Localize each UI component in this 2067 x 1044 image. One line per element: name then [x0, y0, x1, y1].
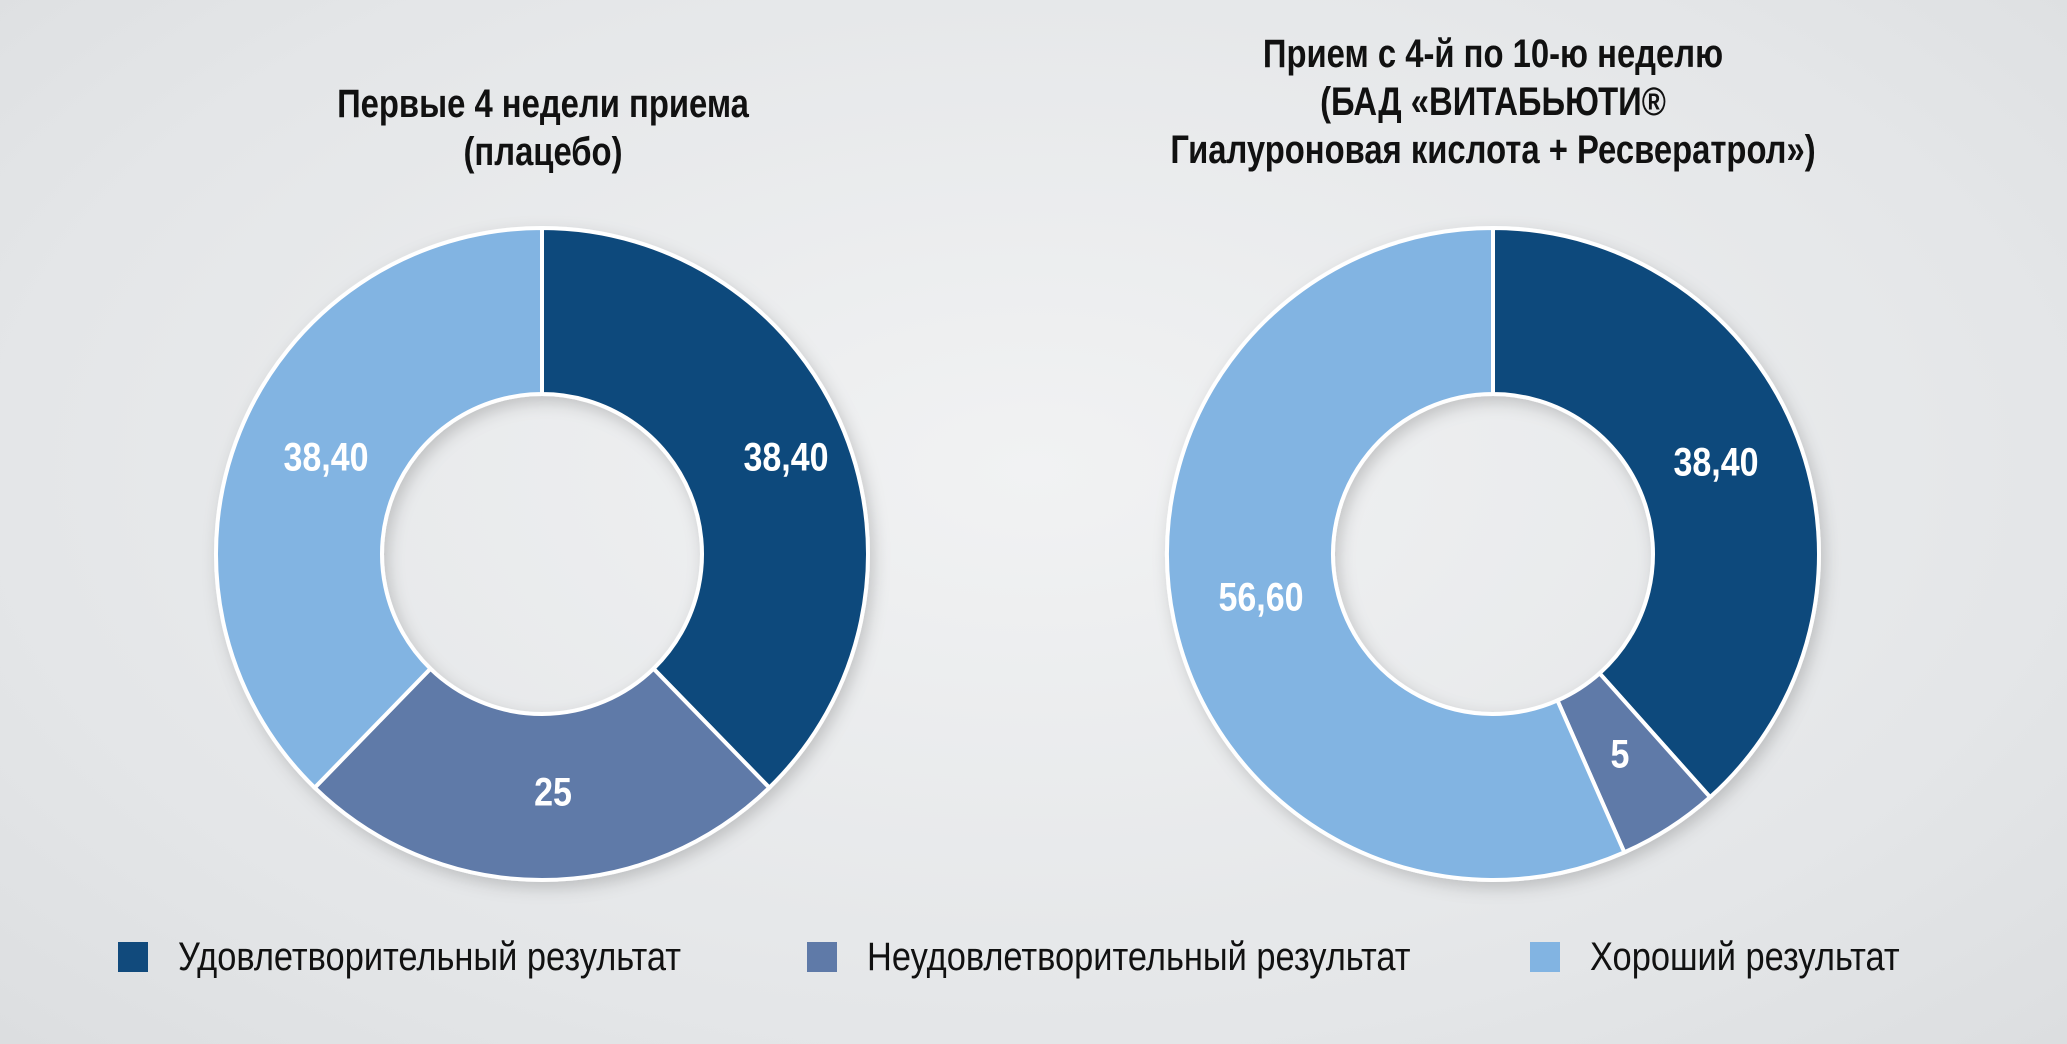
donut-chart-left	[214, 225, 870, 882]
donut-left-label-unsatisfactory: 25	[534, 769, 572, 814]
legend-item-good: Хороший результат	[1530, 932, 1950, 982]
legend: Удовлетворительный результат Неудовлетво…	[0, 932, 2067, 982]
legend-label: Неудовлетворительный результат	[867, 934, 1411, 979]
legend-item-unsatisfactory: Неудовлетворительный результат	[807, 932, 1499, 982]
legend-swatch	[807, 942, 837, 972]
chart-title-left: Первые 4 недели приема (плацебо)	[297, 80, 789, 176]
chart-title-right-line: (БАД «ВИТАБЬЮТИ®	[1320, 80, 1666, 124]
donut-left-label-good: 38,40	[283, 434, 368, 479]
donut-left-slice-satisfactory	[540, 225, 870, 791]
chart-title-right-line: Гиалуроновая кислота + Ресвератрол»)	[1170, 128, 1816, 172]
legend-label: Удовлетворительный результат	[178, 934, 682, 979]
donut-right-label-good: 56,60	[1218, 574, 1303, 619]
donut-right-label-unsatisfactory: 5	[1611, 731, 1630, 776]
legend-swatch	[118, 942, 148, 972]
donut-left-slice-good	[214, 225, 544, 791]
donut-labels-right: 38,40 5 56,60	[1218, 439, 1758, 776]
donut-left-slice-unsatisfactory	[311, 665, 773, 882]
chart-title-left-line: Первые 4 недели приема	[337, 82, 749, 126]
chart-title-right-line: Прием с 4-й по 10-ю неделю	[1262, 32, 1724, 76]
donut-chart-right	[1165, 225, 1821, 882]
legend-swatch	[1530, 942, 1560, 972]
chart-title-left-line: (плацебо)	[463, 130, 623, 174]
legend-label: Хороший результат	[1590, 934, 1900, 979]
donut-right-label-satisfactory: 38,40	[1673, 439, 1758, 484]
donut-right-slice-satisfactory	[1491, 225, 1821, 801]
donut-right-slice-good	[1165, 225, 1627, 882]
chart-title-right: Прием с 4-й по 10-ю неделю (БАД «ВИТАБЬЮ…	[1116, 30, 1870, 174]
legend-item-satisfactory: Удовлетворительный результат	[118, 932, 763, 982]
donut-labels-left: 38,40 25 38,40	[283, 434, 828, 814]
donut-left-label-satisfactory: 38,40	[743, 434, 828, 479]
